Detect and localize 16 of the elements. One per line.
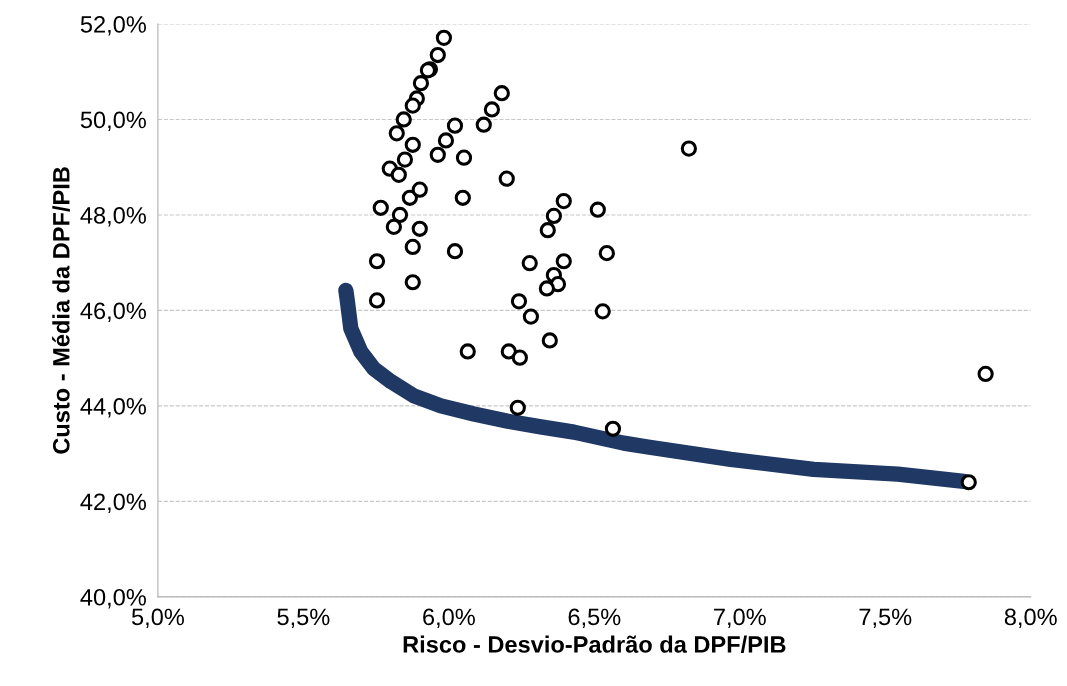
y-axis-title: Custo - Média da DPF/PIB	[52, 167, 70, 454]
y-tick-label: 40,0%	[80, 588, 146, 609]
x-tick-label: 6,0%	[423, 608, 475, 629]
x-tick-label: 7,5%	[859, 608, 912, 629]
x-tick-label: 5,0%	[131, 608, 184, 629]
x-tick-label: 8,0%	[1004, 608, 1057, 629]
y-tick-label: 46,0%	[80, 302, 146, 322]
x-tick-label: 7,0%	[714, 608, 766, 629]
y-tick-label: 44,0%	[80, 397, 146, 418]
y-tick-label: 42,0%	[80, 493, 146, 513]
y-tick-label: 50,0%	[80, 111, 146, 132]
x-tick-label: 5,5%	[277, 608, 330, 629]
y-tick-label: 48,0%	[80, 207, 146, 227]
y-tick-label: 52,0%	[80, 16, 146, 36]
x-axis-title: Risco - Desvio-Padrão da DPF/PIB	[403, 635, 786, 654]
x-tick-label: 6,5%	[568, 608, 621, 629]
